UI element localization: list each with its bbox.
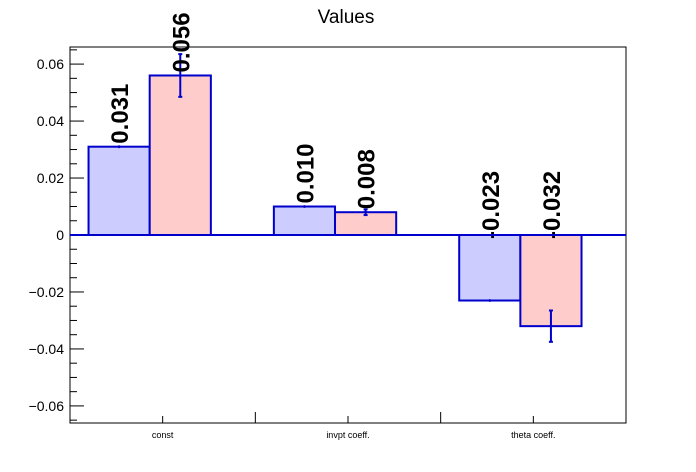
data-label: 0.056 <box>168 12 195 72</box>
error-bar-point <box>117 145 121 149</box>
y-tick-label: 0.02 <box>37 170 64 186</box>
y-tick-label: 0 <box>56 227 64 243</box>
y-tick-label: −0.04 <box>29 341 65 357</box>
category-label: const <box>152 430 174 440</box>
bar <box>148 74 212 236</box>
data-label: 0.031 <box>107 84 134 144</box>
plot-area: −0.06 −0.04 −0.02 0 0.02 0.04 0.06 0.031 0.010 -0… <box>29 12 627 440</box>
bar <box>458 234 522 302</box>
category-label: invpt coeff. <box>326 430 369 440</box>
error-bar-point <box>303 205 306 208</box>
data-label: 0.010 <box>292 143 319 203</box>
y-tick-label: −0.06 <box>29 398 65 414</box>
bar <box>272 205 337 236</box>
y-tick-label: −0.02 <box>29 284 65 300</box>
category-label: theta coeff. <box>511 430 555 440</box>
data-label: -0.032 <box>539 171 566 239</box>
chart-title: Values <box>318 7 375 28</box>
bar <box>87 145 151 237</box>
data-label: 0.008 <box>354 149 381 209</box>
y-tick-label: 0.06 <box>37 56 64 72</box>
error-bar-point <box>488 299 492 302</box>
data-label: -0.023 <box>478 171 505 239</box>
y-tick-label: 0.04 <box>37 113 64 129</box>
